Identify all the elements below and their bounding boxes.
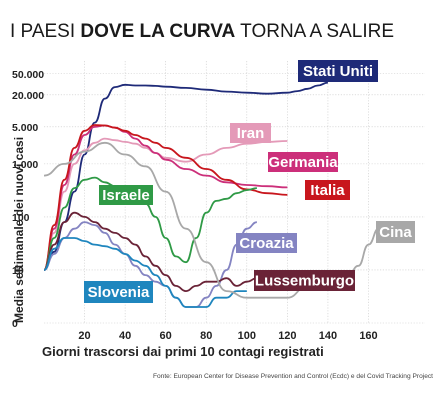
series-label-text: Lussemburgo — [255, 273, 354, 290]
series-label-box — [236, 233, 297, 253]
series-label-box — [268, 152, 338, 172]
series-label-israele: Israele — [99, 185, 153, 205]
series-line-iran — [43, 137, 288, 271]
series-label-iran: Iran — [230, 123, 271, 143]
x-tick-label: 100 — [238, 330, 256, 342]
chart-title: I PAESI DOVE LA CURVA TORNA A SALIRE — [10, 21, 394, 42]
series-label-box — [99, 185, 153, 205]
x-tick-label: 20 — [78, 330, 90, 342]
series-label-cina: Cina — [376, 221, 415, 243]
series-label-box — [298, 60, 378, 82]
y-tick-label: 5.000 — [12, 122, 38, 134]
series-line-slovenia — [43, 237, 247, 308]
x-tick-label: 160 — [359, 330, 377, 342]
title-part-3: TORNA A SALIRE — [235, 21, 394, 42]
series-line-lussemburgo — [43, 211, 257, 292]
y-axis-title: Media settimanale dei nuovi casi — [12, 137, 26, 323]
source-note: Fonte: European Center for Disease Preve… — [153, 373, 433, 380]
x-tick-label: 80 — [200, 330, 212, 342]
series-label-box — [376, 221, 415, 243]
x-tick-label: 120 — [278, 330, 296, 342]
series-group — [43, 81, 379, 308]
y-tick-label: 50.000 — [12, 69, 44, 81]
series-label-box — [84, 281, 153, 303]
x-tick-label: 140 — [319, 330, 337, 342]
series-label-italia: Italia — [305, 180, 350, 200]
x-axis-title: Giorni trascorsi dai primi 10 contagi re… — [42, 344, 324, 359]
series-line-italia — [43, 124, 288, 271]
series-label-germania: Germania — [268, 152, 338, 172]
y-tick-label: 100 — [12, 212, 30, 224]
series-label-stati-uniti: Stati Uniti — [298, 60, 378, 82]
series-label-box — [254, 270, 355, 291]
series-label-text: Stati Uniti — [303, 63, 373, 80]
series-line-germania — [43, 124, 288, 271]
x-tick-label: 60 — [160, 330, 172, 342]
series-label-text: Israele — [102, 187, 150, 204]
series-line-croazia — [43, 221, 258, 308]
series-line-stati-uniti — [43, 81, 328, 271]
series-label-croazia: Croazia — [236, 233, 297, 253]
series-label-box — [305, 180, 350, 200]
y-tick-label: 10 — [12, 265, 24, 277]
y-tick-label: 1.000 — [12, 159, 38, 171]
y-tick-label: 20.000 — [12, 90, 44, 102]
series-label-text: Slovenia — [88, 284, 150, 301]
x-tick-label: 40 — [119, 330, 131, 342]
y-tick-label: 0 — [12, 318, 18, 330]
series-label-box — [230, 123, 271, 143]
series-label-text: Italia — [310, 182, 345, 199]
series-label-text: Iran — [237, 125, 265, 142]
title-part-1: I PAESI — [10, 21, 80, 42]
series-label-text: Germania — [268, 154, 338, 171]
chart-title-text: I PAESI DOVE LA CURVA TORNA A SALIRE — [10, 21, 394, 42]
series-label-slovenia: Slovenia — [84, 281, 153, 303]
series-label-text: Croazia — [239, 235, 294, 252]
series-line-israele — [43, 176, 257, 271]
series-label-text: Cina — [379, 224, 412, 241]
title-part-2: DOVE LA CURVA — [80, 21, 235, 42]
ticks: 0 10 100 1.000 5.000 20.000 50.000 20 40 60 80 100 1… — [12, 69, 378, 342]
series-label-lussemburgo: Lussemburgo — [254, 270, 355, 291]
